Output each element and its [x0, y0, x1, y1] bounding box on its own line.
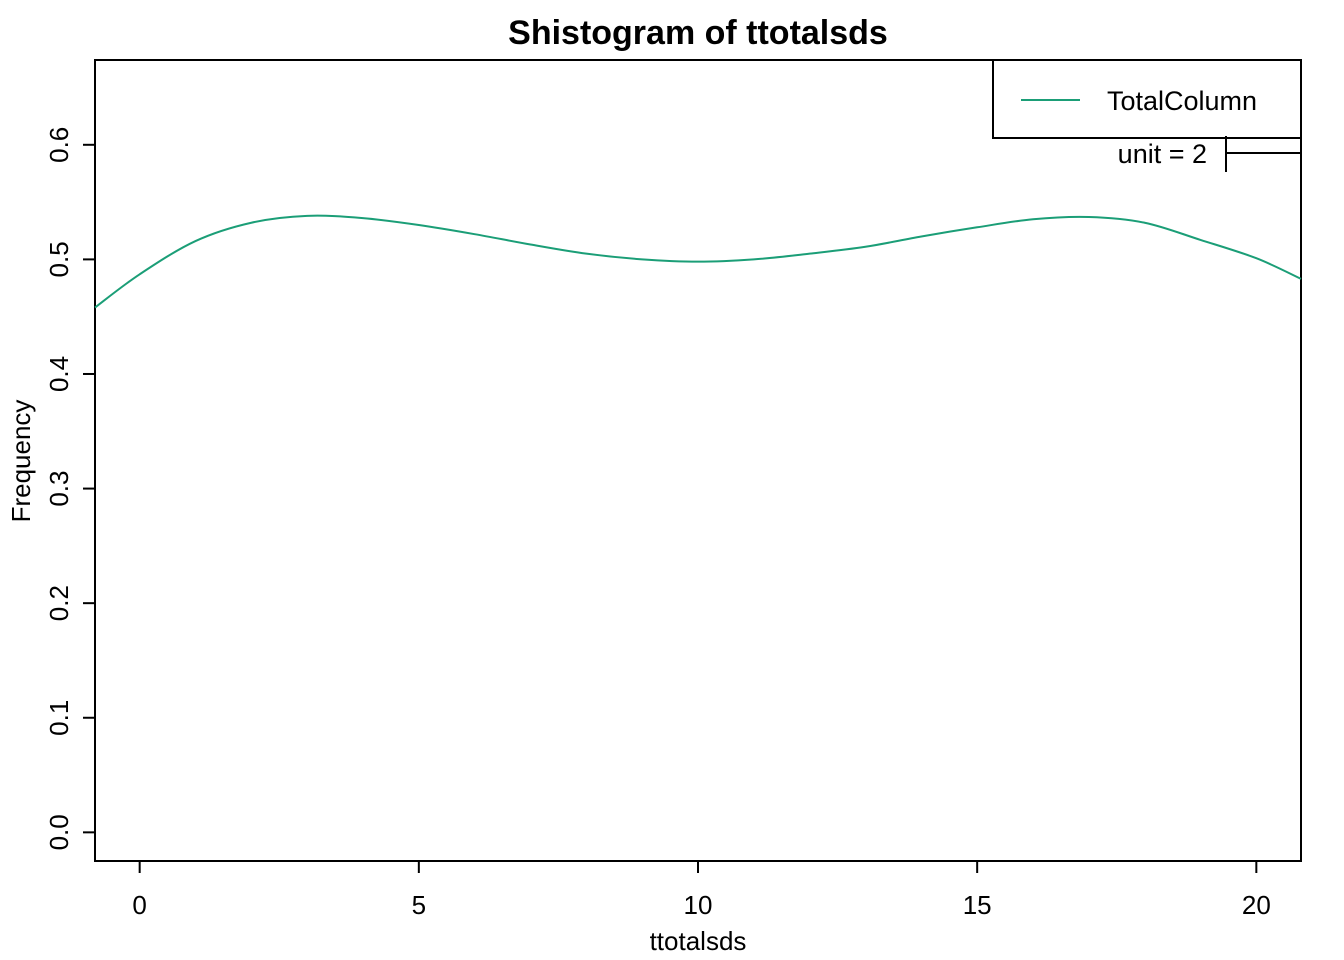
- unit-label: unit = 2: [1118, 139, 1207, 169]
- x-tick-label-15: 15: [963, 890, 992, 920]
- y-tick-label-0.6: 0.6: [44, 127, 74, 163]
- series-line-totalcolumn: [94, 214, 1302, 309]
- y-tick-label-0.0: 0.0: [44, 814, 74, 850]
- x-axis: 0 5 10 15 20: [132, 861, 1271, 920]
- series-layer: [94, 214, 1302, 309]
- y-tick-label-0.2: 0.2: [44, 585, 74, 621]
- x-tick-label-5: 5: [412, 890, 426, 920]
- legend-label-totalcolumn: TotalColumn: [1107, 86, 1257, 116]
- y-tick-label-0.1: 0.1: [44, 700, 74, 736]
- chart-title: Shistogram of ttotalsds: [508, 14, 888, 52]
- y-axis: 0.0 0.1 0.2 0.3 0.4 0.5 0.6: [44, 127, 95, 850]
- unit-annotation: unit = 2: [1118, 136, 1301, 172]
- x-tick-label-10: 10: [684, 890, 713, 920]
- legend: TotalColumn: [992, 59, 1302, 139]
- y-tick-label-0.3: 0.3: [44, 470, 74, 506]
- x-tick-label-20: 20: [1242, 890, 1271, 920]
- y-tick-label-0.4: 0.4: [44, 356, 74, 392]
- y-axis-label: Frequency: [6, 400, 36, 523]
- y-tick-label-0.5: 0.5: [44, 241, 74, 277]
- x-tick-label-0: 0: [132, 890, 146, 920]
- plot-frame: [94, 59, 1302, 862]
- x-axis-label: ttotalsds: [650, 926, 747, 956]
